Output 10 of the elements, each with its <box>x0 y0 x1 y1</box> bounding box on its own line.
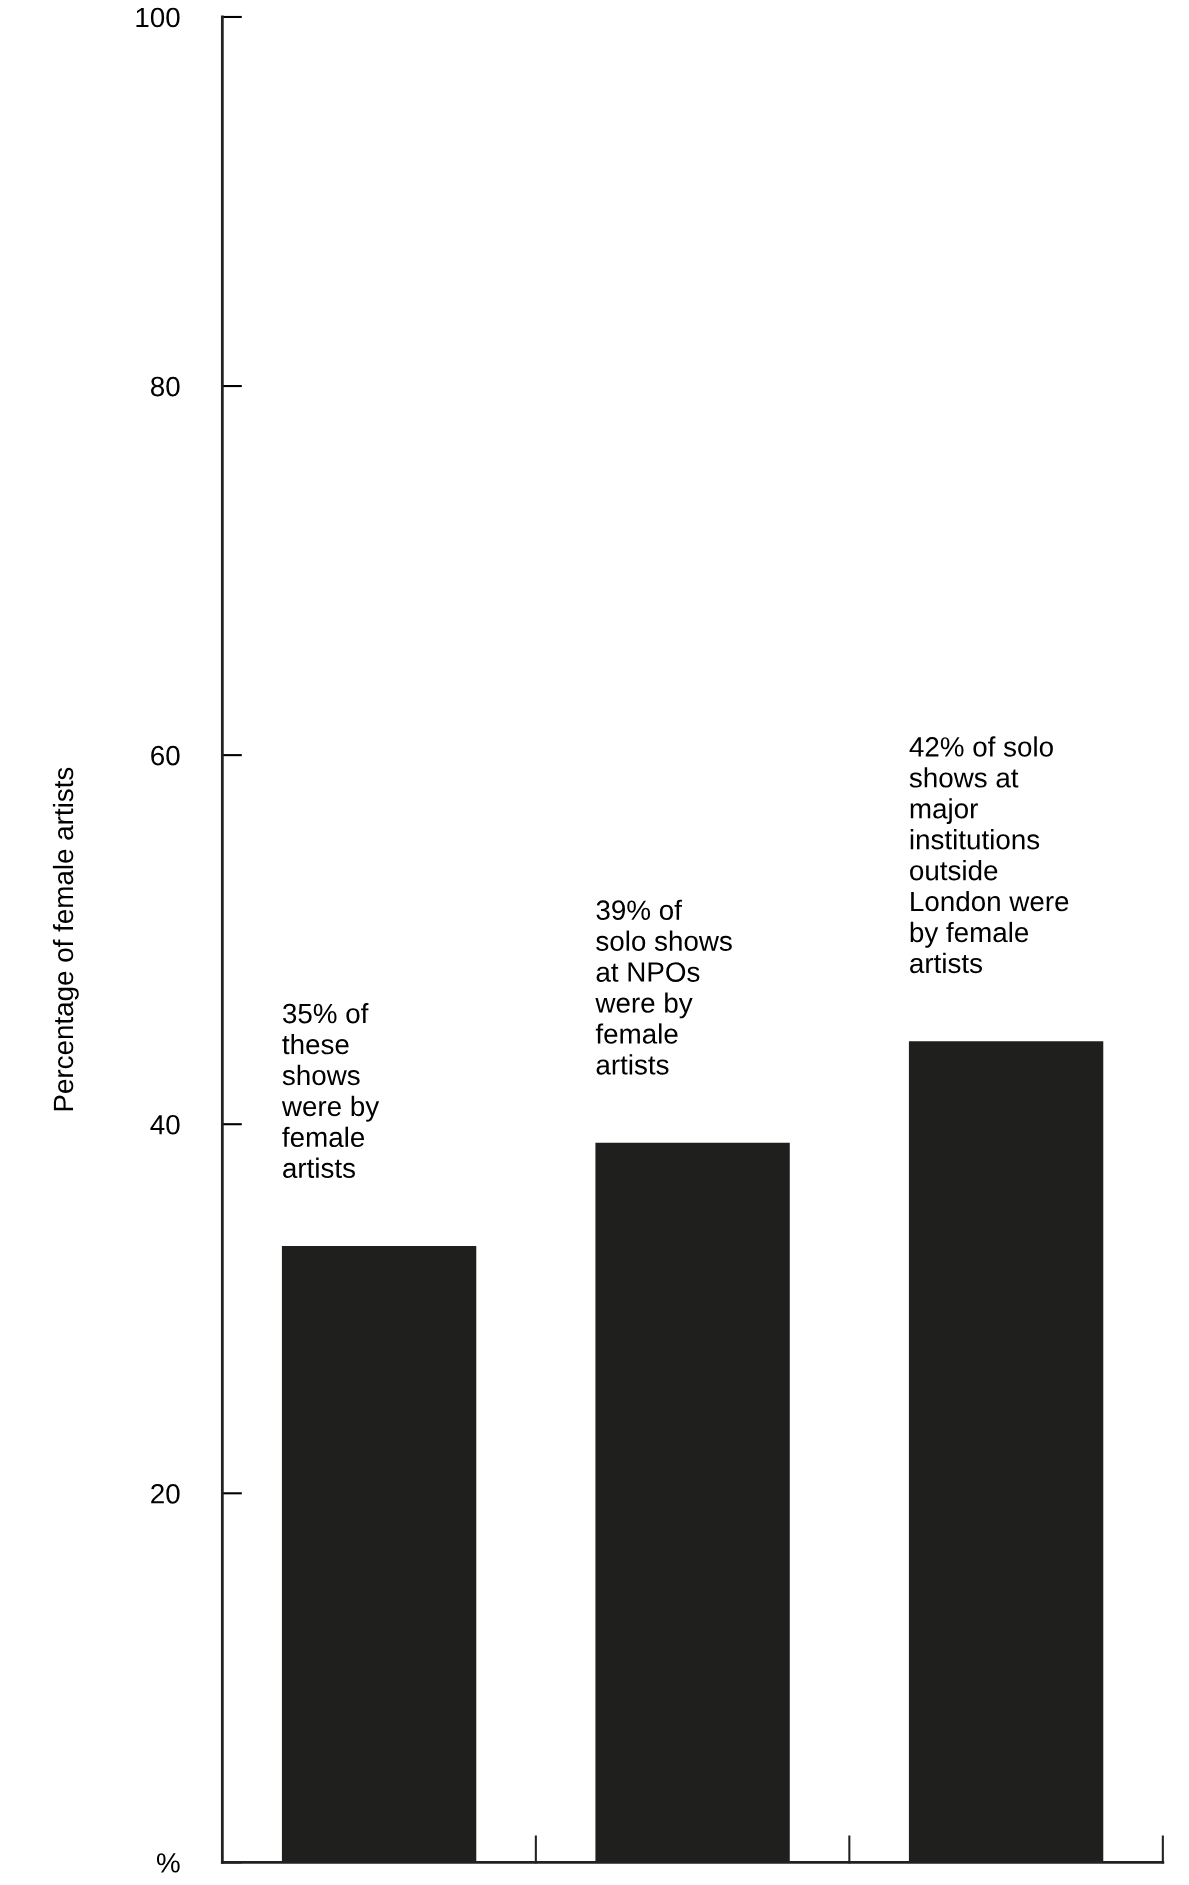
y-tick-label: % <box>156 1853 180 1873</box>
annotation: 42% of solo shows at major institutions outside London were by female artists <box>909 736 1069 974</box>
y-tick-label: 60 <box>151 745 180 766</box>
y-axis-title: Percentage of female artists <box>52 767 79 1111</box>
y-tick-label: 40 <box>150 1114 180 1135</box>
y-tick-label: 80 <box>150 376 180 397</box>
y-tick-label: 100 <box>136 7 180 28</box>
annotation: 35% of these shows were by female artists <box>281 1003 380 1179</box>
y-tick-label: 20 <box>151 1483 180 1504</box>
annotation: 39% of solo shows at NPOs were by female artists <box>595 899 732 1075</box>
